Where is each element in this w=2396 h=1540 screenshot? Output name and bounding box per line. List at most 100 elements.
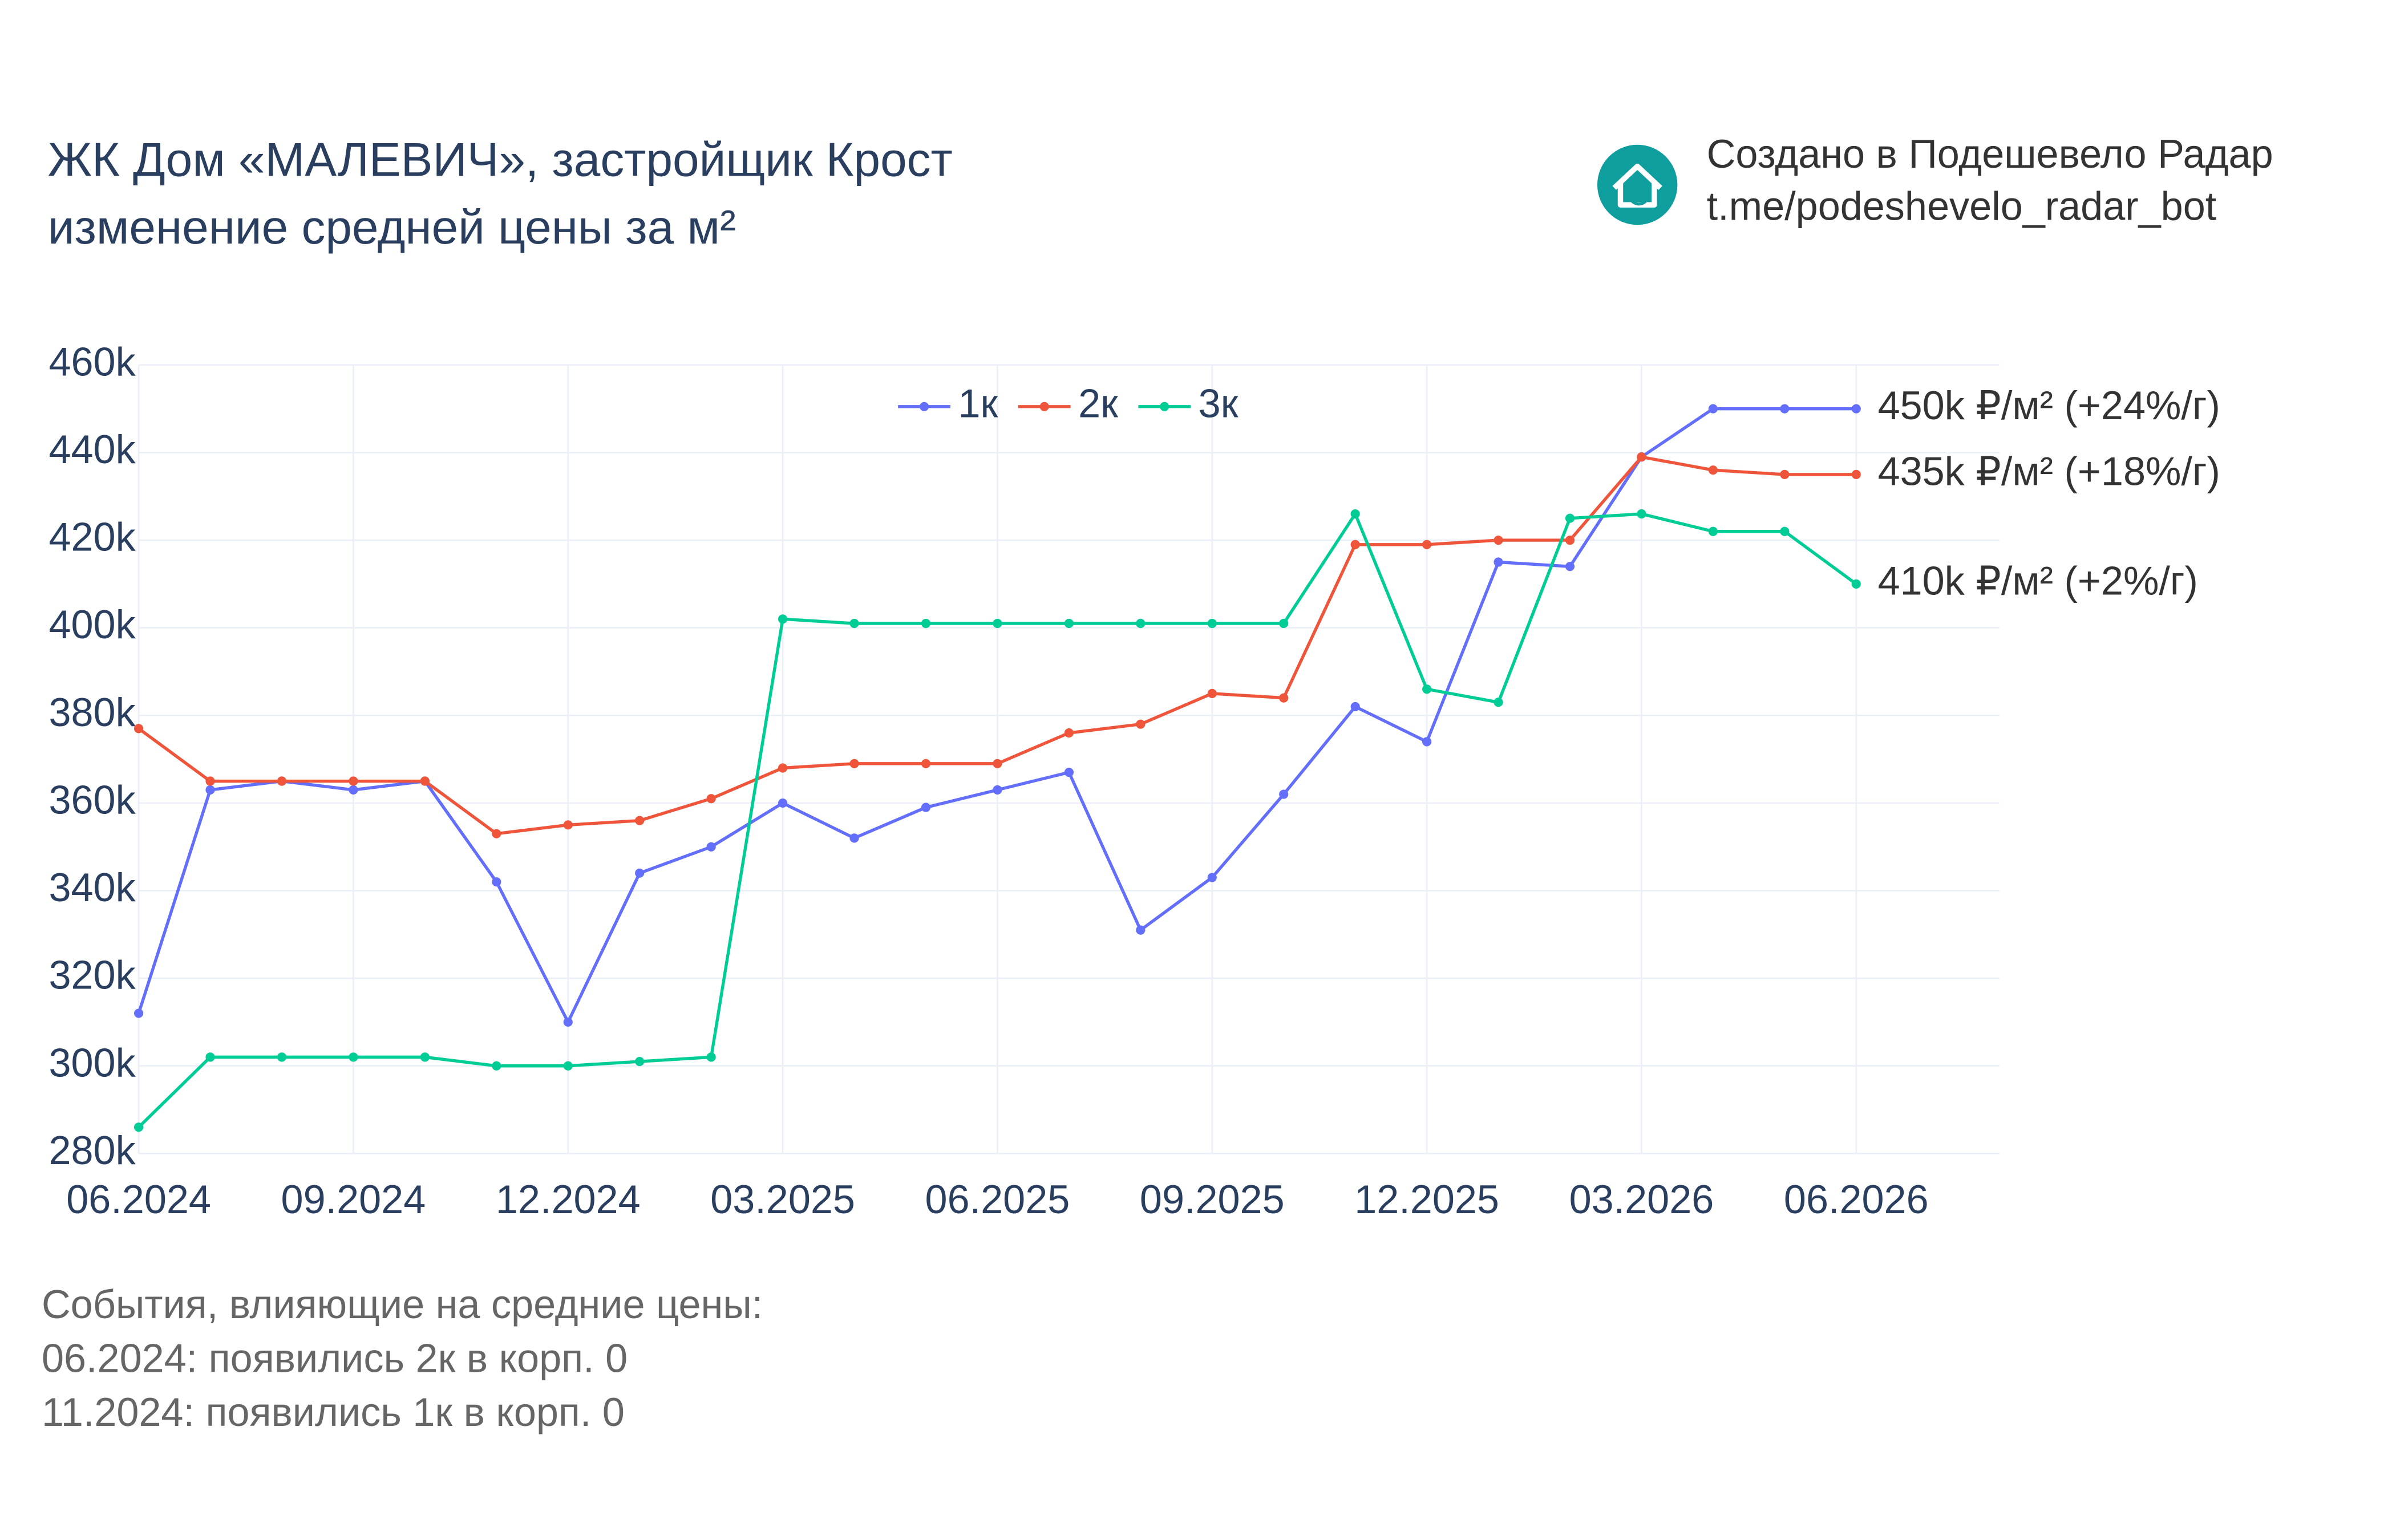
data-point [205,785,215,795]
data-point [993,618,1002,629]
data-point [1136,925,1146,935]
data-point [1494,557,1503,567]
chart-subtitle: изменение средней цены за м² [48,200,736,254]
x-tick-label: 06.2024 [66,1177,211,1222]
data-point [1565,535,1575,545]
data-point [1279,789,1289,799]
data-point [1064,618,1074,629]
data-point [1565,513,1575,523]
data-point [1708,404,1718,414]
data-point [277,776,287,786]
data-point [277,1052,287,1062]
data-point [1851,469,1861,479]
y-tick-label: 320k [48,953,136,998]
data-point [1494,535,1503,545]
data-point [635,816,645,825]
data-point [1350,540,1360,549]
legend-marker [1160,402,1169,411]
x-tick-label: 09.2025 [1140,1177,1285,1222]
data-point [205,776,215,786]
data-point [1136,719,1146,729]
note: 11.2024: появились 1к в корп. 0 [42,1389,625,1434]
data-point [420,1052,430,1062]
data-point [492,829,501,838]
data-point [706,794,716,804]
data-point [1350,509,1360,519]
data-point [133,724,144,733]
legend-label: 2к [1078,380,1119,425]
data-point [849,618,859,629]
x-tick-label: 12.2025 [1354,1177,1499,1222]
credit-link: t.me/podeshevelo_radar_bot [1707,184,2217,229]
data-point [349,785,358,795]
data-point [1637,509,1646,519]
data-point [1207,688,1217,699]
data-point [1279,693,1289,703]
y-tick-label: 280k [48,1128,136,1173]
data-point [563,820,573,830]
y-tick-label: 460k [48,339,136,384]
data-point [1279,618,1289,629]
x-tick-label: 03.2025 [710,1177,855,1222]
data-point [1422,737,1432,747]
data-point [849,759,859,768]
data-point [635,1056,645,1067]
y-tick-label: 420k [48,514,136,560]
data-point [133,1008,144,1018]
data-point [420,776,430,786]
data-point [921,759,931,768]
end-label: 450k ₽/м² (+24%/г) [1878,383,2220,428]
legend-marker [919,402,929,411]
data-point [563,1017,573,1027]
data-point [778,614,788,624]
legend-label: 3к [1199,380,1239,425]
data-point [778,798,788,808]
credit: Создано в Подешевело Радар [1707,131,2273,176]
data-point [1136,618,1146,629]
data-point [1708,526,1718,536]
end-label: 410k ₽/м² (+2%/г) [1878,558,2198,603]
data-point [563,1061,573,1071]
data-point [1064,768,1074,777]
y-tick-label: 400k [48,602,136,647]
data-point [133,1122,144,1132]
y-tick-label: 380k [48,690,136,735]
x-tick-label: 06.2025 [925,1177,1070,1222]
x-tick-label: 03.2026 [1569,1177,1714,1222]
data-point [1422,540,1432,549]
chart-title: ЖК Дом «МАЛЕВИЧ», застройщик Крост [48,132,953,186]
data-point [205,1052,215,1062]
data-point [778,763,788,773]
data-point [921,618,931,629]
data-point [849,833,859,843]
data-point [1780,404,1790,414]
data-point [492,877,501,887]
y-tick-label: 360k [48,777,136,822]
data-point [492,1061,501,1071]
data-point [993,759,1002,768]
data-point [1422,684,1432,694]
y-tick-label: 300k [48,1040,136,1085]
data-point [349,776,358,786]
data-point [1565,562,1575,572]
data-point [1780,526,1790,536]
data-point [1064,728,1074,738]
x-tick-label: 06.2026 [1784,1177,1929,1222]
data-point [921,803,931,812]
data-point [1851,579,1861,589]
y-tick-label: 440k [48,427,136,472]
data-point [1207,618,1217,629]
data-point [1494,698,1503,707]
data-point [993,785,1002,795]
x-tick-label: 09.2024 [281,1177,426,1222]
notes-title: События, влияющие на средние цены: [42,1282,763,1327]
y-tick-label: 340k [48,865,136,910]
data-point [1851,404,1861,414]
end-label: 435k ₽/м² (+18%/г) [1878,448,2220,493]
data-point [349,1052,358,1062]
logo [1597,144,1678,225]
legend-label: 1к [958,380,998,425]
note: 06.2024: появились 2к в корп. 0 [42,1335,628,1380]
data-point [706,842,716,852]
